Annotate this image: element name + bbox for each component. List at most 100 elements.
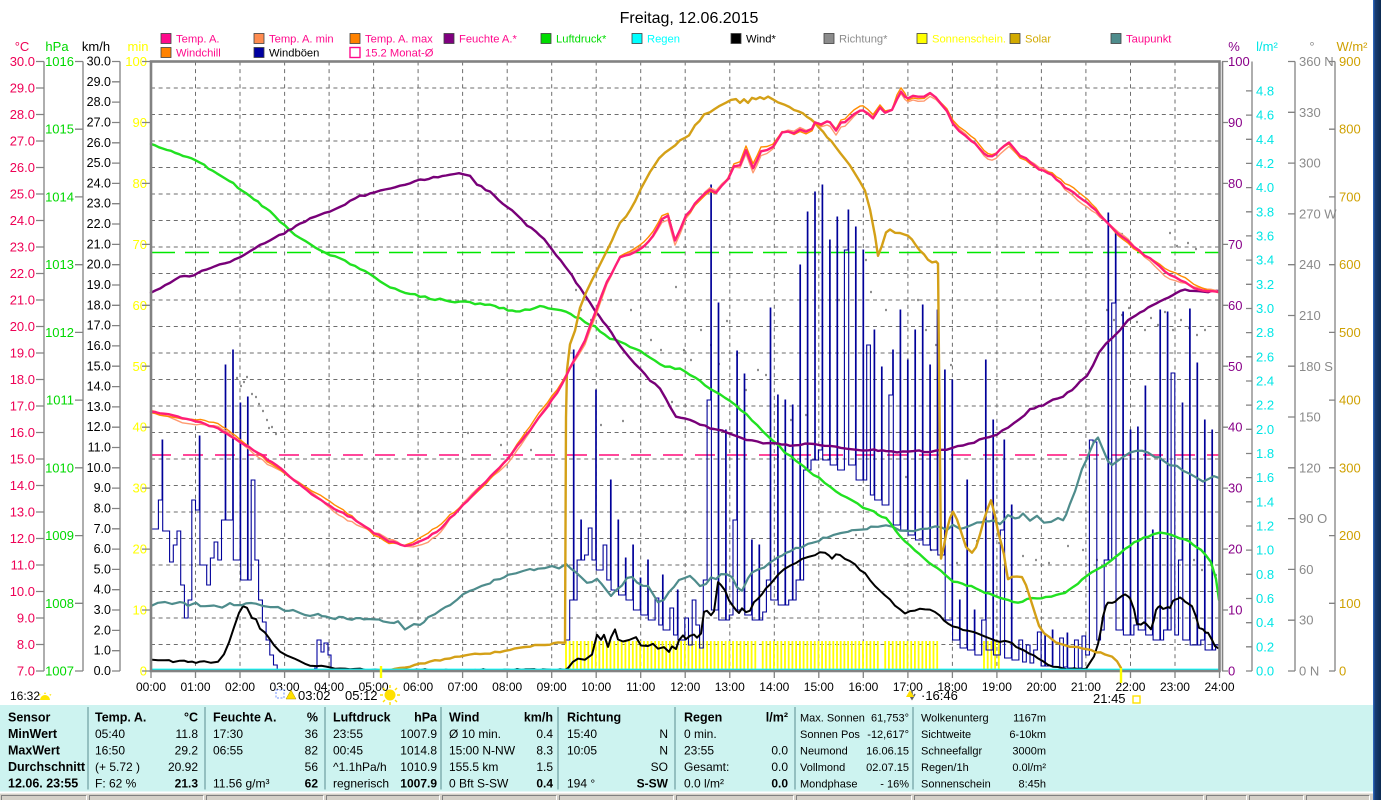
svg-text:11.56 g/m³: 11.56 g/m³: [213, 777, 269, 791]
svg-text:13.0: 13.0: [87, 400, 111, 414]
svg-text:1010: 1010: [45, 460, 74, 475]
svg-text:Ø 10 min.: Ø 10 min.: [449, 727, 501, 741]
svg-text:Solar: Solar: [1025, 34, 1051, 46]
svg-text:MaxWert: MaxWert: [8, 744, 61, 758]
svg-text:210: 210: [1299, 308, 1321, 323]
svg-text:0.8: 0.8: [1256, 567, 1274, 582]
svg-text:70: 70: [1228, 237, 1242, 252]
svg-text:6-10km: 6-10km: [1009, 729, 1046, 741]
svg-text:180 S: 180 S: [1299, 359, 1333, 374]
svg-text:90: 90: [1228, 115, 1242, 130]
svg-text:Sonnenschein.: Sonnenschein.: [932, 34, 1006, 46]
svg-text:28.0: 28.0: [10, 107, 35, 122]
svg-text:0.0: 0.0: [771, 760, 788, 774]
svg-text:1014: 1014: [45, 189, 74, 204]
svg-text:80: 80: [1228, 176, 1242, 191]
svg-text:20.92: 20.92: [168, 760, 198, 774]
svg-text:00:45: 00:45: [333, 744, 363, 758]
svg-text:1007: 1007: [45, 664, 74, 679]
svg-text:24.0: 24.0: [10, 213, 35, 228]
svg-text:0.0 l/m²: 0.0 l/m²: [684, 777, 724, 791]
svg-text:1016: 1016: [45, 54, 74, 69]
svg-text:1012: 1012: [45, 325, 74, 340]
svg-text:50: 50: [133, 359, 147, 374]
svg-text:1.2: 1.2: [1256, 518, 1274, 533]
svg-text:0.0: 0.0: [94, 664, 111, 678]
svg-text:7.0: 7.0: [17, 664, 35, 679]
svg-text:16:32: 16:32: [10, 689, 40, 703]
svg-text:62: 62: [305, 777, 319, 791]
svg-text:09:00: 09:00: [537, 680, 567, 694]
svg-text:Durchschnitt: Durchschnitt: [8, 760, 86, 774]
svg-text:Taupunkt: Taupunkt: [1126, 34, 1172, 46]
svg-text:30: 30: [1299, 613, 1313, 628]
svg-text:0 N: 0 N: [1299, 664, 1319, 679]
svg-text:24:00: 24:00: [1204, 680, 1234, 694]
svg-text:SO: SO: [651, 760, 668, 774]
svg-text:82: 82: [305, 744, 319, 758]
svg-text:0: 0: [1228, 664, 1235, 679]
svg-text:10: 10: [133, 603, 147, 618]
svg-text:2.4: 2.4: [1256, 373, 1274, 388]
svg-text:8.0: 8.0: [17, 637, 35, 652]
svg-text:330: 330: [1299, 105, 1321, 120]
svg-text:27.0: 27.0: [10, 134, 35, 149]
svg-text:°: °: [1309, 39, 1314, 54]
svg-text:2.6: 2.6: [1256, 349, 1274, 364]
svg-text:min: min: [128, 39, 149, 54]
svg-text:05:12: 05:12: [345, 688, 378, 703]
svg-text:600: 600: [1339, 257, 1361, 272]
svg-text:%: %: [307, 711, 318, 725]
svg-text:15:40: 15:40: [567, 727, 597, 741]
svg-text:23:55: 23:55: [333, 727, 363, 741]
svg-text:15:00: 15:00: [804, 680, 834, 694]
svg-text:Wind*: Wind*: [746, 34, 776, 46]
svg-text:18:00: 18:00: [937, 680, 967, 694]
svg-text:0: 0: [1339, 664, 1346, 679]
svg-text:5.0: 5.0: [94, 562, 111, 576]
svg-text:360 N: 360 N: [1299, 54, 1334, 69]
svg-text:70: 70: [133, 237, 147, 252]
svg-text:30: 30: [133, 481, 147, 496]
svg-text:km/h: km/h: [82, 39, 110, 54]
svg-text:40: 40: [1228, 420, 1242, 435]
svg-text:Luftdruck: Luftdruck: [333, 711, 391, 725]
svg-text:%: %: [1228, 39, 1240, 54]
svg-text:25.0: 25.0: [87, 156, 111, 170]
svg-text:3.4: 3.4: [1256, 253, 1274, 268]
svg-text:12.06. 23:55: 12.06. 23:55: [8, 777, 78, 791]
svg-text:3.8: 3.8: [1256, 204, 1274, 219]
svg-text:10:05: 10:05: [567, 744, 597, 758]
svg-text:23:55: 23:55: [684, 744, 714, 758]
svg-text:Richtung*: Richtung*: [839, 34, 888, 46]
svg-text:Sichtweite: Sichtweite: [921, 729, 971, 741]
svg-text:1009: 1009: [45, 528, 74, 543]
svg-text:F: 62 %: F: 62 %: [95, 777, 137, 791]
svg-text:11.8: 11.8: [176, 727, 199, 741]
svg-text:13.0: 13.0: [10, 505, 35, 520]
svg-text:03:02: 03:02: [298, 688, 331, 703]
svg-text:4.2: 4.2: [1256, 156, 1274, 171]
svg-text:26.0: 26.0: [87, 136, 111, 150]
svg-text:0.6: 0.6: [1256, 591, 1274, 606]
svg-text:0.4: 0.4: [1256, 615, 1274, 630]
svg-text:- 16%: - 16%: [880, 779, 909, 791]
svg-text:Sonnenschein: Sonnenschein: [921, 779, 991, 791]
svg-text:04:00: 04:00: [314, 680, 344, 694]
svg-text:0.0: 0.0: [771, 744, 788, 758]
svg-text:0.0l/m²: 0.0l/m²: [1012, 762, 1046, 774]
svg-text:3000m: 3000m: [1012, 746, 1046, 758]
svg-text:Vollmond: Vollmond: [800, 762, 845, 774]
svg-text:1.0: 1.0: [94, 644, 111, 658]
svg-text:0.2: 0.2: [1256, 639, 1274, 654]
svg-text:3.2: 3.2: [1256, 277, 1274, 292]
svg-text:1008: 1008: [45, 596, 74, 611]
svg-text:Wolkenunterg: Wolkenunterg: [921, 713, 989, 725]
svg-text:28.0: 28.0: [87, 95, 111, 109]
svg-text:1.8: 1.8: [1256, 446, 1274, 461]
svg-text:S-SW: S-SW: [637, 777, 669, 791]
svg-text:Schneefallgr: Schneefallgr: [921, 746, 982, 758]
svg-text:16.06.15: 16.06.15: [866, 746, 909, 758]
svg-text:2.8: 2.8: [1256, 325, 1274, 340]
svg-text:1015: 1015: [45, 122, 74, 137]
